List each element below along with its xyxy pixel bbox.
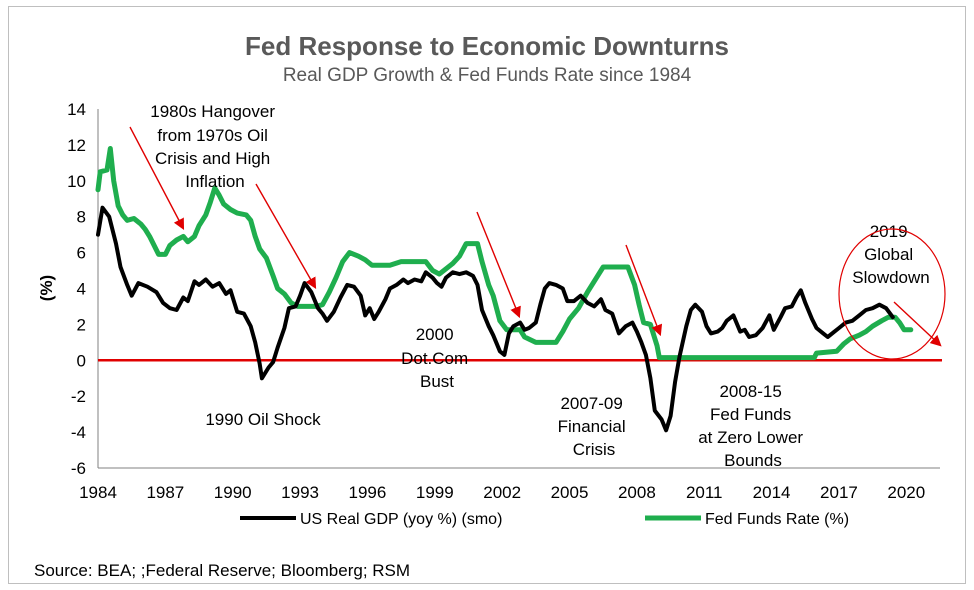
y-tick-label: 0 xyxy=(77,351,86,370)
x-tick-label: 1996 xyxy=(349,483,387,502)
annotation-financial-crisis: 2007-09 Financial Crisis xyxy=(558,394,631,459)
arrow-1980s-hangover xyxy=(129,126,185,230)
y-tick-label: 8 xyxy=(77,208,86,227)
legend-label-fed-funds: Fed Funds Rate (%) xyxy=(705,511,849,528)
annotation-1980s-hangover: 1980s Hangover from 1970s Oil Crisis and… xyxy=(150,102,280,191)
y-tick-label: 2 xyxy=(77,315,86,334)
x-tick-label: 1993 xyxy=(281,483,319,502)
x-tick-label: 2014 xyxy=(753,483,791,502)
annotation-dotcom-bust: 2000 Dot.Com Bust xyxy=(401,325,473,391)
legend-label-gdp: US Real GDP (yoy %) (smo) xyxy=(300,511,502,528)
x-tick-label: 2011 xyxy=(686,483,723,502)
x-tick-labels: 1984 1987 1990 1993 1996 1999 2002 2005 2008 2011… xyxy=(79,483,925,502)
x-tick-label: 1999 xyxy=(416,483,454,502)
chart-frame xyxy=(8,6,966,584)
y-tick-label: 4 xyxy=(77,280,86,299)
arrow-global-slowdown xyxy=(893,301,942,347)
arrow-dotcom xyxy=(476,211,521,319)
x-tick-label: 2008 xyxy=(618,483,656,502)
y-tick-label: 14 xyxy=(67,100,86,119)
x-tick-label: 2002 xyxy=(483,483,521,502)
annotation-global-slowdown: 2019 Global Slowdown xyxy=(852,222,930,287)
arrow-financial-crisis xyxy=(625,244,663,337)
y-tick-label: -6 xyxy=(71,459,86,478)
y-tick-label: 12 xyxy=(67,136,86,155)
source-note: Source: BEA; ;Federal Reserve; Bloomberg… xyxy=(34,561,410,580)
x-tick-label: 1990 xyxy=(214,483,252,502)
x-tick-label: 2017 xyxy=(820,483,858,502)
annotation-zero-lower-bound: 2008-15 Fed Funds at Zero Lower Bounds xyxy=(698,382,808,470)
x-tick-label: 2005 xyxy=(551,483,589,502)
slowdown-highlight-ellipse xyxy=(838,228,946,360)
y-tick-label: -2 xyxy=(71,387,86,406)
arrow-inflation xyxy=(255,183,317,289)
chart-subtitle: Real GDP Growth & Fed Funds Rate since 1… xyxy=(283,65,692,86)
x-tick-label: 2020 xyxy=(887,483,925,502)
y-tick-label: -4 xyxy=(71,423,86,442)
annotation-1990-oil-shock: 1990 Oil Shock xyxy=(205,410,321,429)
y-axis-label: (%) xyxy=(37,275,56,301)
y-tick-label: 6 xyxy=(77,244,86,263)
series-line-gdp xyxy=(96,205,895,433)
y-tick-labels: 14 12 10 8 6 4 2 0 -2 -4 -6 xyxy=(67,100,86,478)
x-tick-label: 1984 xyxy=(79,483,117,502)
chart-title: Fed Response to Economic Downturns xyxy=(245,31,729,61)
legend: US Real GDP (yoy %) (smo) Fed Funds Rate… xyxy=(240,511,849,528)
x-tick-label: 1987 xyxy=(146,483,184,502)
y-tick-label: 10 xyxy=(67,172,86,191)
